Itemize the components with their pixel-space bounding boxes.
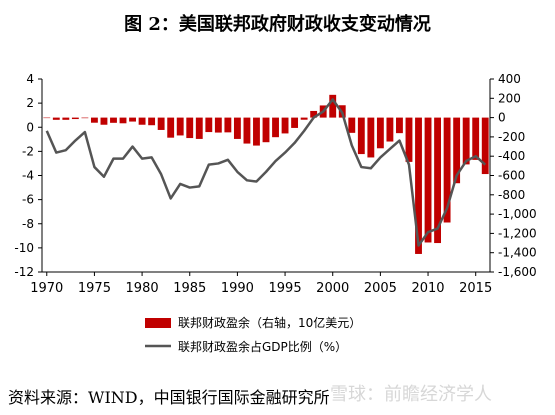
bar (43, 117, 51, 119)
bar (443, 117, 451, 223)
x-tick-label: 1990 (221, 281, 254, 296)
right-tick-label: 400 (498, 72, 521, 86)
left-tick-label: -10 (14, 241, 34, 255)
bar (186, 117, 194, 139)
watermark: 雪球：前瞻经济学人 (330, 384, 492, 405)
right-tick-label: -200 (498, 130, 525, 144)
x-tick-label: 1980 (126, 281, 159, 296)
source-note: 资料来源：WIND，中国银行国际金融研究所 (8, 388, 330, 407)
bar (386, 117, 394, 142)
x-tick-label: 1985 (173, 281, 206, 296)
bar (148, 117, 156, 126)
x-tick-label: 2015 (459, 281, 492, 296)
legend-bar-label: 联邦财政盈余（右轴，10亿美元） (178, 315, 361, 330)
bar (176, 117, 184, 136)
bar (262, 117, 270, 143)
bar (90, 117, 98, 123)
bar (157, 117, 165, 130)
legend-line-label: 联邦财政盈余占GDP比例（%） (178, 339, 347, 354)
bar (272, 117, 279, 138)
bar (81, 117, 89, 119)
bar (300, 117, 308, 120)
bar (453, 117, 461, 184)
right-tick-label: 200 (498, 91, 521, 105)
bar (481, 117, 489, 175)
left-tick-label: -2 (22, 144, 34, 158)
right-tick-label: -800 (498, 188, 525, 202)
bar (348, 117, 356, 133)
bar (243, 117, 251, 144)
bar (434, 117, 441, 244)
bar (253, 117, 260, 146)
bar (396, 117, 403, 134)
bar (357, 117, 365, 155)
right-tick-label: 0 (498, 111, 506, 125)
chart-area: 420-2-4-6-8-10-124002000-200-400-600-800… (14, 72, 536, 354)
legend-bar-swatch (145, 318, 171, 328)
bar (62, 117, 70, 120)
bar (100, 117, 108, 125)
left-tick-label: -12 (14, 265, 34, 279)
x-tick-label: 1995 (269, 281, 302, 296)
bar (129, 117, 136, 122)
bar (205, 117, 213, 133)
bar (310, 110, 318, 118)
bar (233, 117, 241, 139)
bar (472, 117, 480, 160)
line-series (45, 98, 487, 247)
left-tick-label: 4 (26, 72, 34, 86)
bar (405, 117, 413, 162)
axes: 420-2-4-6-8-10-124002000-200-400-600-800… (14, 72, 536, 296)
right-tick-label: -1,200 (498, 226, 537, 240)
bar-series (43, 94, 489, 254)
bar (71, 117, 79, 120)
right-tick-label: -600 (498, 169, 525, 183)
bar (462, 117, 470, 165)
bar (195, 117, 203, 139)
bar (224, 117, 232, 133)
right-tick-label: -1,400 (498, 246, 537, 260)
left-tick-label: -8 (22, 217, 34, 231)
line-gdp-ratio (45, 98, 487, 247)
bar (329, 94, 337, 118)
bar (138, 117, 146, 125)
bar (167, 117, 175, 138)
right-tick-label: -1,000 (498, 207, 537, 221)
right-tick-label: -1,600 (498, 265, 537, 279)
bar (291, 117, 299, 128)
left-tick-label: 0 (26, 120, 34, 134)
bar (110, 117, 117, 123)
left-tick-label: -6 (22, 193, 34, 207)
right-tick-label: -400 (498, 149, 525, 163)
bar (281, 117, 289, 134)
x-tick-label: 2005 (364, 281, 397, 296)
chart-title: 图 2：美国联邦政府财政收支变动情况 (124, 14, 431, 35)
bar (119, 117, 127, 124)
x-tick-label: 1970 (30, 281, 63, 296)
bar (415, 117, 422, 254)
left-tick-label: 2 (26, 96, 34, 110)
x-tick-label: 1975 (78, 281, 111, 296)
legend: 联邦财政盈余（右轴，10亿美元） 联邦财政盈余占GDP比例（%） (145, 315, 361, 354)
left-tick-label: -4 (22, 169, 34, 183)
bar (214, 117, 222, 133)
bar (52, 117, 60, 120)
x-tick-label: 2010 (411, 281, 444, 296)
bar (367, 117, 375, 158)
bar (376, 117, 384, 149)
x-tick-label: 2000 (316, 281, 349, 296)
bar (424, 117, 432, 243)
